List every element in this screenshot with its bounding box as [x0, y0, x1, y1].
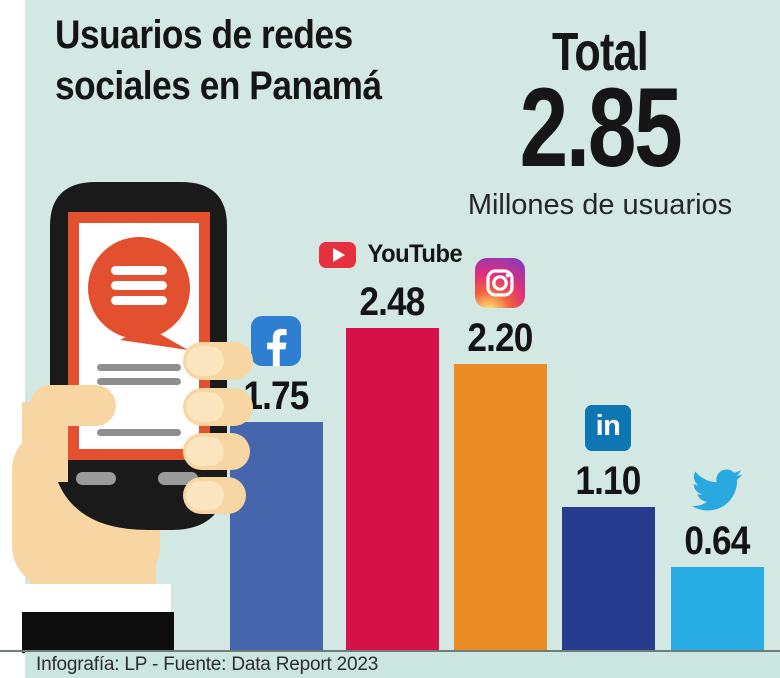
value-facebook: 1.75 — [243, 374, 309, 418]
column-linkedin: in 1.10 — [543, 405, 673, 650]
bar-linkedin — [561, 507, 655, 650]
total-value: 2.85 — [519, 65, 683, 190]
linkedin-icon: in — [585, 405, 631, 451]
screen-text-line — [97, 364, 181, 371]
bubble-text-line — [111, 281, 167, 290]
fingers — [183, 342, 253, 514]
bubble-text-line — [111, 266, 167, 275]
twitter-bird-glyph — [691, 469, 743, 511]
phone-button — [158, 472, 198, 485]
bar-instagram — [453, 364, 547, 650]
twitter-icon — [691, 469, 743, 511]
total-label: Total — [551, 22, 649, 82]
facebook-f-glyph — [267, 328, 287, 366]
value-twitter: 0.64 — [684, 519, 750, 563]
title-line-2: sociales en Panamá — [55, 64, 382, 108]
youtube-wordmark: YouTube — [367, 240, 463, 268]
linkedin-in-glyph: in — [595, 410, 621, 442]
value-youtube: 2.48 — [359, 280, 425, 324]
bubble-text-line — [111, 296, 167, 305]
instagram-camera-glyph — [486, 269, 514, 297]
value-linkedin: 1.10 — [575, 459, 641, 503]
screen-text-line — [97, 378, 181, 385]
youtube-logo-row: YouTube — [319, 240, 465, 269]
sleeve — [22, 612, 174, 653]
column-twitter: 0.64 — [652, 469, 780, 650]
value-instagram: 2.20 — [467, 316, 533, 360]
page-title: Usuarios de redes sociales en Panamá — [55, 10, 426, 112]
footer-divider-line — [0, 650, 780, 652]
column-instagram: 2.20 — [435, 258, 565, 650]
source-credit: Infografía: LP - Fuente: Data Report 202… — [36, 654, 379, 675]
footer-band: Infografía: LP - Fuente: Data Report 202… — [25, 652, 780, 678]
hand-phone-illustration — [12, 182, 253, 653]
facebook-icon — [251, 316, 301, 366]
total-block: Total 2.85 Millones de usuarios — [440, 24, 760, 222]
screen-text-line — [97, 429, 181, 436]
total-unit: Millones de usuarios — [467, 189, 733, 221]
title-line-1: Usuarios de redes — [55, 13, 353, 57]
instagram-icon — [475, 258, 525, 308]
youtube-icon — [319, 241, 357, 268]
column-youtube: YouTube 2.48 — [317, 240, 467, 650]
play-icon — [333, 247, 346, 262]
thumb-shape — [30, 385, 116, 426]
phone-button — [76, 472, 116, 485]
bar-twitter — [670, 567, 764, 650]
shirt-cuff — [25, 584, 171, 612]
bar-youtube — [345, 328, 439, 650]
